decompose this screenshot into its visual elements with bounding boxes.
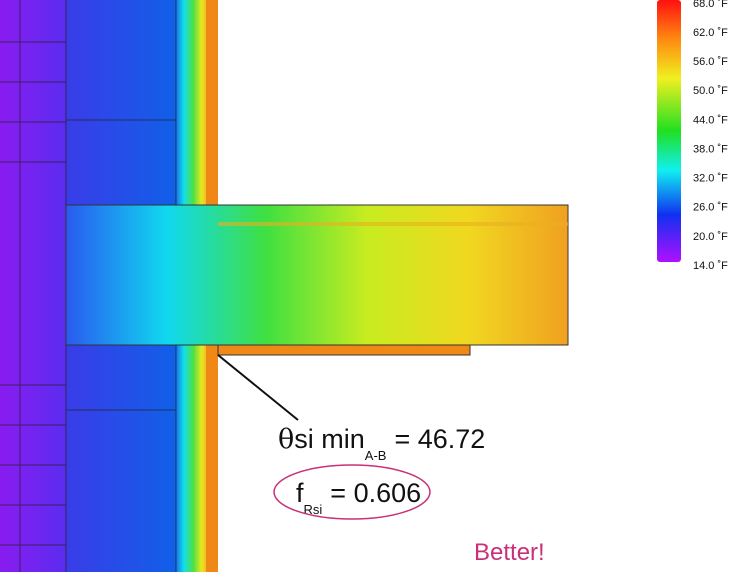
thermal-diagram: θsi minA-B= 46.72 fRsi= 0.606 Better! 68… [0, 0, 756, 572]
legend-label: 14.0 ˚F [693, 260, 728, 272]
legend-label: 26.0 ˚F [693, 202, 728, 214]
f-annotation: fRsi= 0.606 [296, 478, 421, 517]
legend-label: 50.0 ˚F [693, 85, 728, 97]
legend-label: 56.0 ˚F [693, 56, 728, 68]
legend-label: 38.0 ˚F [693, 143, 728, 155]
leader-line [218, 355, 298, 420]
theta-annotation: θsi minA-B= 46.72 [278, 424, 485, 463]
floor-slab [66, 205, 568, 355]
legend-label: 44.0 ˚F [693, 114, 728, 126]
legend-label: 32.0 ˚F [693, 173, 728, 185]
legend-label: 62.0 ˚F [693, 27, 728, 39]
remark: Better! [474, 539, 545, 566]
legend-label: 68.0 ˚F [693, 0, 728, 10]
color-scale [657, 0, 681, 262]
legend-label: 20.0 ˚F [693, 231, 728, 243]
